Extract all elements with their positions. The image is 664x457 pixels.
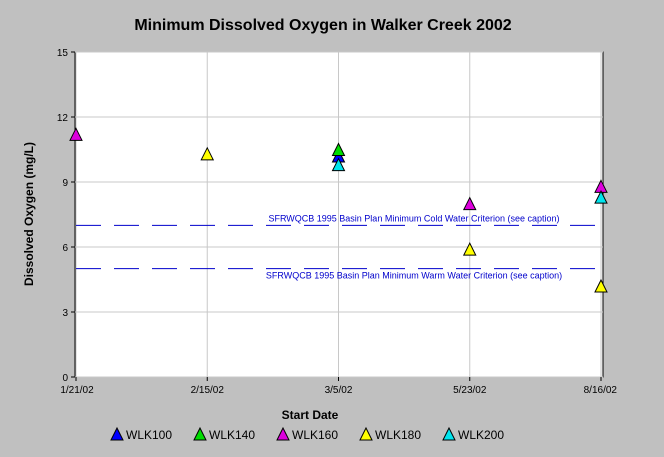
criterion-lines: SFRWQCB 1995 Basin Plan Minimum Cold Wat… (76, 213, 602, 281)
x-tick-label: 5/23/02 (453, 385, 487, 396)
y-tick-label: 9 (62, 178, 68, 189)
criterion-label: SFRWQCB 1995 Basin Plan Minimum Cold Wat… (268, 213, 559, 223)
legend-label: WLK100 (126, 428, 172, 442)
legend-marker-wlk160 (276, 426, 290, 441)
x-tick-label: 2/15/02 (191, 385, 225, 396)
legend-label: WLK160 (292, 428, 338, 442)
criterion-label: SFRWQCB 1995 Basin Plan Minimum Warm Wat… (266, 271, 562, 281)
legend-marker-wlk180 (359, 426, 373, 441)
legend-label: WLK140 (209, 428, 255, 442)
y-tick-label: 3 (62, 308, 68, 319)
gridlines (75, 51, 603, 378)
y-tick-label: 6 (62, 243, 68, 254)
data-point-wlk180 (462, 242, 477, 256)
data-point-wlk180 (200, 146, 215, 161)
data-point-wlk160 (462, 196, 477, 211)
legend: WLK100 WLK140 WLK160 WLK180 WLK200 (110, 426, 504, 442)
y-axis-ticks: 0 3 6 9 12 15 (57, 48, 75, 384)
data-point-wlk200 (331, 157, 346, 172)
x-axis-title: Start Date (282, 408, 339, 422)
data-points (69, 127, 608, 293)
data-point-wlk200 (594, 190, 608, 204)
legend-marker-wlk140 (193, 426, 207, 441)
legend-label: WLK200 (458, 428, 504, 442)
data-point-wlk140 (331, 142, 346, 156)
x-tick-label: 3/5/02 (325, 385, 353, 396)
y-axis-title: Dissolved Oxygen (mg/L) (22, 142, 36, 286)
y-tick-label: 15 (57, 48, 69, 59)
x-tick-label: 8/16/02 (584, 385, 618, 396)
legend-marker-wlk200 (442, 426, 456, 441)
x-tick-label: 1/21/02 (60, 385, 94, 396)
data-point-wlk160 (69, 127, 83, 141)
y-tick-label: 12 (57, 113, 69, 124)
y-tick-label: 0 (62, 373, 68, 384)
data-point-wlk180 (594, 278, 608, 293)
legend-label: WLK180 (375, 428, 421, 442)
chart-title: Minimum Dissolved Oxygen in Walker Creek… (134, 17, 511, 34)
legend-marker-wlk100 (110, 426, 124, 441)
x-axis-ticks: 1/21/02 2/15/02 3/5/02 5/23/02 8/16/02 (60, 377, 617, 396)
